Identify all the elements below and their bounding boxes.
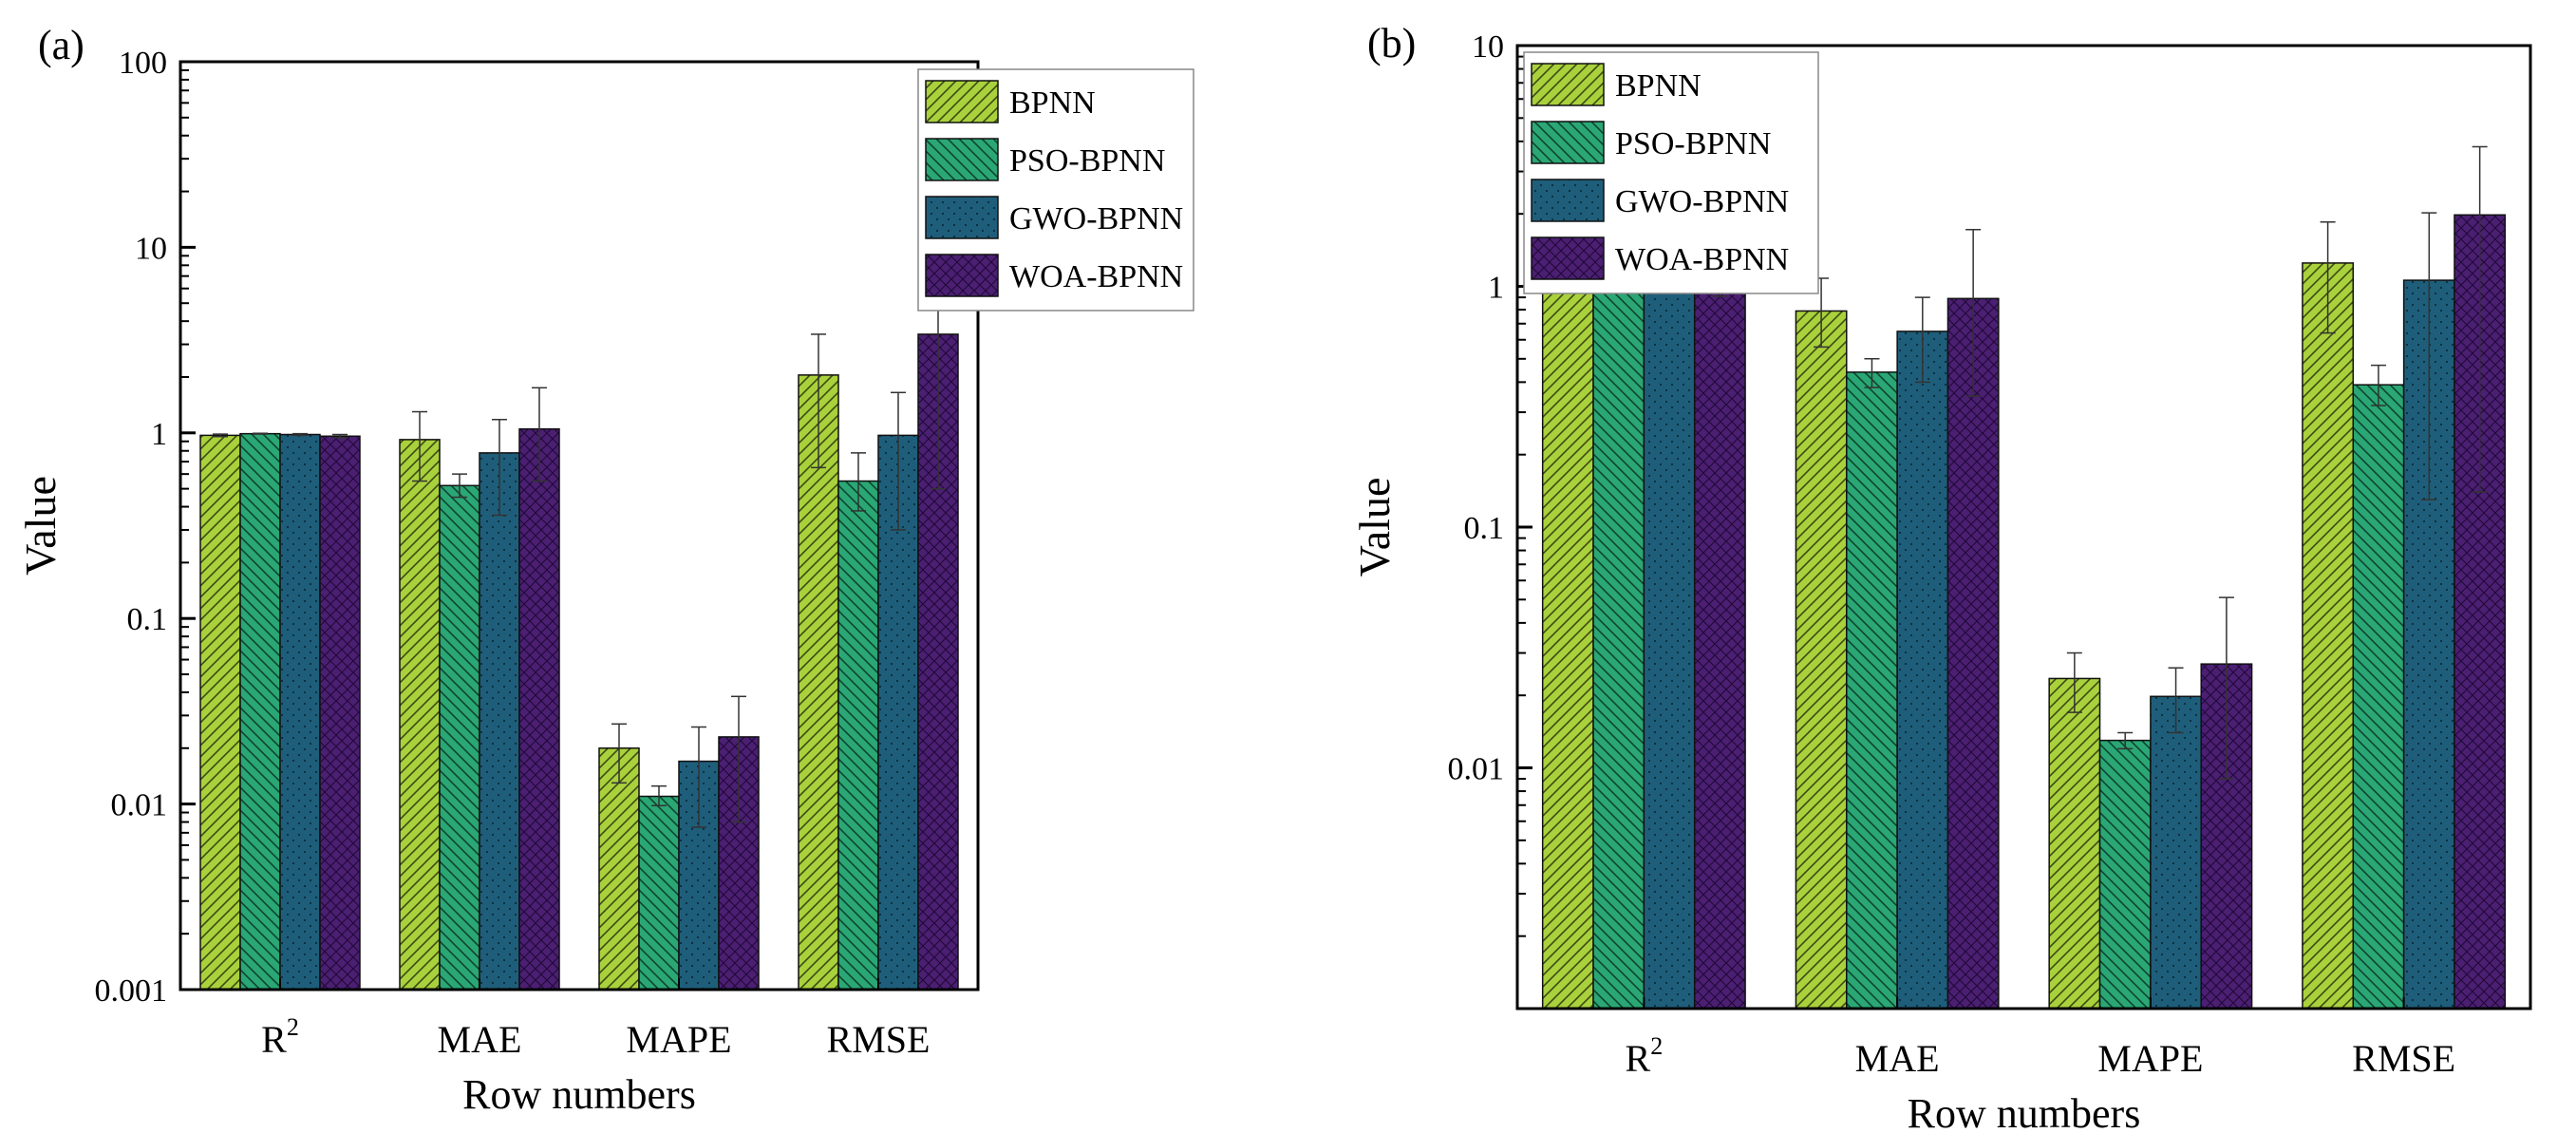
x-tick-label: MAPE xyxy=(2097,1037,2203,1080)
bar-gwo-bpnn-mae xyxy=(479,452,520,991)
error-bar xyxy=(492,419,507,517)
error-bar xyxy=(1914,296,1930,384)
error-bar xyxy=(891,391,906,531)
y-tick-label: 100 xyxy=(119,46,167,81)
error-bar xyxy=(2370,364,2386,406)
bar-bpnn-r xyxy=(1541,289,1594,1010)
bar-pso-bpnn-mae xyxy=(1846,371,1898,1010)
bar-bpnn-mape xyxy=(598,747,640,991)
legend-swatch xyxy=(925,80,999,123)
error-bar xyxy=(2066,651,2082,713)
error-bar xyxy=(532,387,547,482)
bar-woa-bpnn-mae xyxy=(518,427,560,991)
y-tick-label: 0.01 xyxy=(1448,752,1505,787)
chart-panel-b: 0.01 0.1 1 10 R2 MAE MAPE RMSE Row numbers Value (… xyxy=(1350,20,2532,1133)
x-tick-label: RMSE xyxy=(827,1018,931,1061)
legend-label: GWO-BPNN xyxy=(1009,201,1183,236)
legend-swatch xyxy=(925,254,999,297)
panel-label: (b) xyxy=(1367,20,1416,66)
x-tick-label: R2 xyxy=(1626,1032,1664,1080)
legend-swatch xyxy=(1531,236,1605,280)
legend-label: BPNN xyxy=(1615,68,1702,104)
x-axis-title: Row numbers xyxy=(1908,1090,2141,1133)
error-bar xyxy=(213,433,228,438)
error-bar xyxy=(1864,358,1880,388)
error-bar xyxy=(651,784,667,807)
bar-pso-bpnn-rmse xyxy=(837,480,879,991)
y-tick-label: 1 xyxy=(1488,271,1504,306)
error-bar xyxy=(611,723,627,784)
x-tick-label: MAE xyxy=(438,1018,522,1061)
y-axis-title: Value xyxy=(16,476,65,576)
bar-pso-bpnn-mape xyxy=(2098,739,2152,1010)
error-bar xyxy=(2117,731,2134,750)
error-bar xyxy=(292,432,308,437)
bar-pso-bpnn-rmse xyxy=(2352,384,2405,1010)
legend-swatch xyxy=(1531,63,1605,106)
legend-swatch xyxy=(1531,179,1605,222)
panel-label: (a) xyxy=(38,22,85,68)
bar-bpnn-r xyxy=(199,434,241,991)
y-axis-title: Value xyxy=(1350,478,1399,577)
bar-gwo-bpnn-r xyxy=(1643,288,1696,1010)
y-tick-label: 0.01 xyxy=(111,788,168,823)
legend: BPNN PSO-BPNN GWO-BPNN WOA-BPNN xyxy=(1523,51,1819,294)
legend-swatch xyxy=(1531,121,1605,164)
bar-gwo-bpnn-r xyxy=(279,433,321,991)
error-bar xyxy=(332,433,348,439)
y-tick-label: 0.001 xyxy=(95,973,168,1009)
error-bar xyxy=(412,410,427,482)
x-tick-label: MAE xyxy=(1855,1037,1940,1080)
bar-pso-bpnn-mape xyxy=(638,795,680,991)
y-tick-label: 0.1 xyxy=(127,602,168,637)
x-tick-label: R2 xyxy=(261,1013,299,1061)
bar-bpnn-mape xyxy=(2048,677,2101,1010)
error-bar xyxy=(2218,596,2234,780)
bar-bpnn-mae xyxy=(1795,310,1848,1010)
y-tick-label: 0.1 xyxy=(1464,511,1505,546)
error-bar xyxy=(851,452,866,512)
error-bar xyxy=(2168,667,2184,734)
error-bar xyxy=(691,726,706,828)
legend-label: GWO-BPNN xyxy=(1615,184,1789,219)
bar-gwo-bpnn-mape xyxy=(2150,695,2202,1010)
legend-swatch xyxy=(925,196,999,239)
x-tick-label: MAPE xyxy=(626,1018,731,1061)
bar-woa-bpnn-mae xyxy=(1946,297,2000,1010)
plot-frame xyxy=(179,60,980,991)
error-bar xyxy=(2421,212,2437,500)
bar-pso-bpnn-mae xyxy=(439,484,480,991)
bar-pso-bpnn-r xyxy=(1592,287,1645,1010)
error-bar xyxy=(2472,145,2488,493)
error-bar xyxy=(731,695,746,823)
legend-label: BPNN xyxy=(1009,85,1096,121)
legend-label: PSO-BPNN xyxy=(1009,143,1165,179)
legend-swatch xyxy=(925,138,999,181)
bar-woa-bpnn-r xyxy=(1693,291,1746,1010)
legend-label: WOA-BPNN xyxy=(1009,259,1183,294)
bar-gwo-bpnn-mae xyxy=(1896,330,1949,1010)
bar-woa-bpnn-r xyxy=(319,435,361,991)
legend: BPNN PSO-BPNN GWO-BPNN WOA-BPNN xyxy=(917,68,1194,312)
legend-label: WOA-BPNN xyxy=(1615,242,1789,277)
bar-pso-bpnn-r xyxy=(239,432,281,991)
chart-panel-a: 0.001 0.01 0.1 1 10 100 R2 MAE MAPE RMSE Row numbe… xyxy=(16,22,1194,1118)
error-bar xyxy=(452,473,467,499)
error-bar xyxy=(811,333,826,469)
x-axis-title: Row numbers xyxy=(462,1071,696,1118)
y-tick-label: 10 xyxy=(135,231,167,266)
error-bar xyxy=(2320,221,2336,334)
bar-bpnn-rmse xyxy=(2302,262,2355,1010)
x-tick-label: RMSE xyxy=(2352,1037,2455,1080)
bar-bpnn-mae xyxy=(399,439,441,991)
error-bar xyxy=(253,432,268,435)
y-tick-label: 1 xyxy=(151,417,167,452)
legend-label: PSO-BPNN xyxy=(1615,126,1771,161)
y-tick-label: 10 xyxy=(1472,29,1504,65)
error-bar xyxy=(1965,229,1982,397)
